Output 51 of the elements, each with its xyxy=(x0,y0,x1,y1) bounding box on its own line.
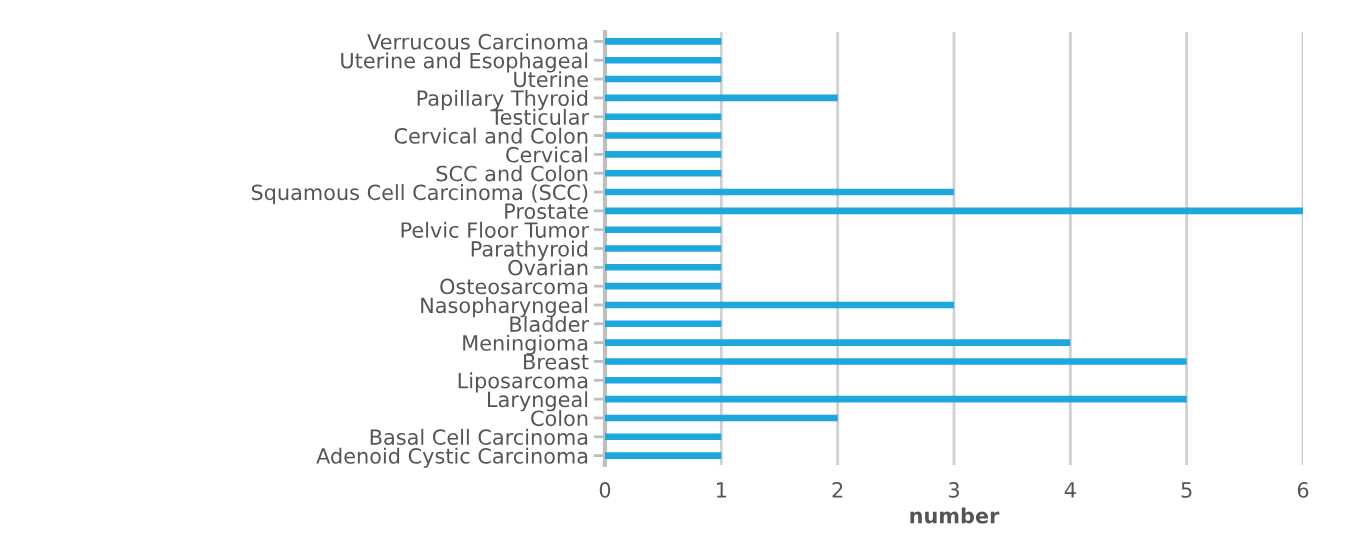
y-tick-label: Cervical xyxy=(506,146,588,163)
bar xyxy=(605,207,1303,215)
bar xyxy=(605,94,838,102)
bar xyxy=(605,452,722,459)
bar xyxy=(605,264,722,271)
bar xyxy=(605,320,722,328)
bar xyxy=(605,75,722,83)
y-tick-label: Nasopharyngeal xyxy=(421,297,588,318)
bar xyxy=(605,188,954,196)
bar xyxy=(605,433,722,441)
y-tick-label: Verrucous Carcinoma xyxy=(367,33,588,50)
y-tick-label: SCC and Colon xyxy=(436,165,588,182)
bar xyxy=(605,56,722,64)
y-tick-label: Laryngeal xyxy=(488,391,588,412)
bar xyxy=(605,245,722,252)
bar xyxy=(605,414,838,422)
x-tick-label: 3 xyxy=(948,482,959,498)
bar xyxy=(605,169,722,177)
bar xyxy=(605,132,722,139)
y-tick-label: Parathyroid xyxy=(471,240,588,261)
x-tick-label: 5 xyxy=(1181,482,1192,498)
x-axis-title: number xyxy=(910,507,1000,524)
y-tick-label: Colon xyxy=(531,410,588,427)
bar xyxy=(605,376,722,384)
x-tick-label: 2 xyxy=(832,482,843,498)
y-tick-label: Pelvic Floor Tumor xyxy=(401,221,590,238)
bar xyxy=(605,226,722,233)
y-tick-label: Uterine and Esophageal xyxy=(341,52,588,73)
y-tick-label: Ovarian xyxy=(508,259,588,276)
y-tick-label: Bladder xyxy=(510,315,590,333)
x-tick-label: 6 xyxy=(1297,482,1309,498)
bar xyxy=(605,301,954,309)
x-tick-label: 4 xyxy=(1064,482,1076,498)
y-tick-label: Adenoid Cystic Carcinoma xyxy=(316,447,588,468)
x-tick-label: 1 xyxy=(716,482,727,498)
y-tick-label: Uterine xyxy=(514,71,588,88)
y-tick-label: Osteosarcoma xyxy=(440,278,588,295)
bar xyxy=(605,395,1187,403)
y-tick-label: Meningioma xyxy=(463,334,588,355)
y-tick-label: Prostate xyxy=(505,203,588,220)
bar xyxy=(605,358,1187,365)
bar xyxy=(605,113,722,121)
bar xyxy=(605,38,722,45)
y-tick-label: Basal Cell Carcinoma xyxy=(370,428,588,445)
bar xyxy=(605,282,722,290)
y-tick-label: Liposarcoma xyxy=(458,372,588,393)
x-tick-label: 0 xyxy=(599,482,611,498)
y-tick-label: Cervical and Colon xyxy=(394,127,588,144)
bar xyxy=(605,339,1071,346)
y-tick-label: Breast xyxy=(524,354,589,370)
bar xyxy=(605,151,722,158)
